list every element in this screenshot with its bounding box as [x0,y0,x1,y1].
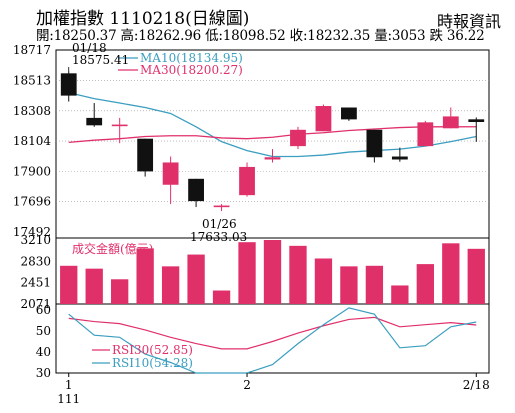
high-date-annotation: 01/18 [72,41,107,55]
x-year-label: 111 [57,392,80,406]
candle-down [341,107,357,120]
volume-bar [60,265,78,304]
price-tick-label: 18104 [13,134,52,148]
chart-title: 加權指數 1110218(日線圖) [36,9,250,29]
volume-tick-label: 3210 [20,233,51,247]
candle-up [315,106,332,132]
price-tick-label: 18308 [13,104,51,118]
candle-up [417,122,434,147]
volume-bar [416,264,434,304]
candle-down [86,117,103,126]
candle-up [162,162,179,185]
candle-up [213,205,230,208]
rsi-lines [68,307,477,374]
candle-down [188,178,204,202]
candle-down [366,129,383,158]
rsi30-legend: RSI30(52.85) [112,343,193,357]
volume-bar [289,245,307,304]
low-value-annotation: 17633.03 [190,230,247,244]
candle-down [60,73,77,96]
rsi-tick-label: 50 [36,324,51,338]
candlesticks [60,71,485,212]
high-value-annotation: 18575.41 [72,53,129,67]
volume-bars [60,240,485,304]
x-tick-label: 1 [65,378,73,392]
rsi10-legend: RSI10(54.28) [112,356,193,370]
price-tick-label: 17900 [13,164,51,178]
candle-up [264,157,281,160]
volume-bar [111,279,129,304]
ma10-legend: MA10(18134.95) [140,51,243,65]
volume-bar [212,290,231,304]
candle-down [391,156,408,160]
x-tick-label: 2/18 [463,378,490,392]
volume-bar [263,240,282,304]
rsi-tick-label: 60 [36,303,51,317]
price-tick-label: 17492 [13,225,51,239]
volume-bar [391,285,409,304]
source-label: 時報資訊 [436,12,501,31]
volume-bar [442,243,460,304]
volume-bar [136,248,154,304]
volume-bar [467,248,485,304]
ma10-line [68,92,477,158]
candle-up [239,166,255,196]
volume-bar [187,254,205,304]
plot-border [55,49,490,374]
rsi10-line [68,307,477,374]
rsi-tick-label: 40 [36,345,51,359]
volume-tick-label: 2451 [20,276,51,290]
volume-bar [85,268,103,304]
candle-down [137,138,154,172]
axis-labels: 18717 18513 18308 18104 17900 17696 17492 MA10(… [13,41,490,406]
volume-bar [238,242,256,304]
x-tick-label: 2 [243,378,251,392]
rsi30-line [68,316,477,350]
volume-tick-label: 2830 [20,254,51,268]
volume-panel-title: 成交金額(億元) [72,241,153,256]
volume-bar [161,266,180,304]
candle-up [290,129,306,147]
volume-tick-label: 2071 [20,297,51,311]
candle-down [468,119,485,123]
price-tick-label: 18513 [13,73,51,87]
ohlc-summary: 開:18250.37 高:18262.96 低:18098.52 收:18232… [36,28,485,44]
price-tick-label: 18717 [13,43,51,57]
price-tick-label: 17696 [13,195,51,209]
ma30-line [68,126,477,144]
rsi-tick-label: 30 [36,366,51,380]
moving-averages [68,92,477,158]
ma30-legend: MA30(18200.27) [140,63,243,77]
volume-bar [314,258,333,304]
low-date-annotation: 01/26 [202,217,237,231]
price-grid [56,80,489,202]
volume-bar [340,266,358,304]
candle-up [442,116,459,129]
volume-bar [365,265,384,304]
candle-up [111,124,128,127]
